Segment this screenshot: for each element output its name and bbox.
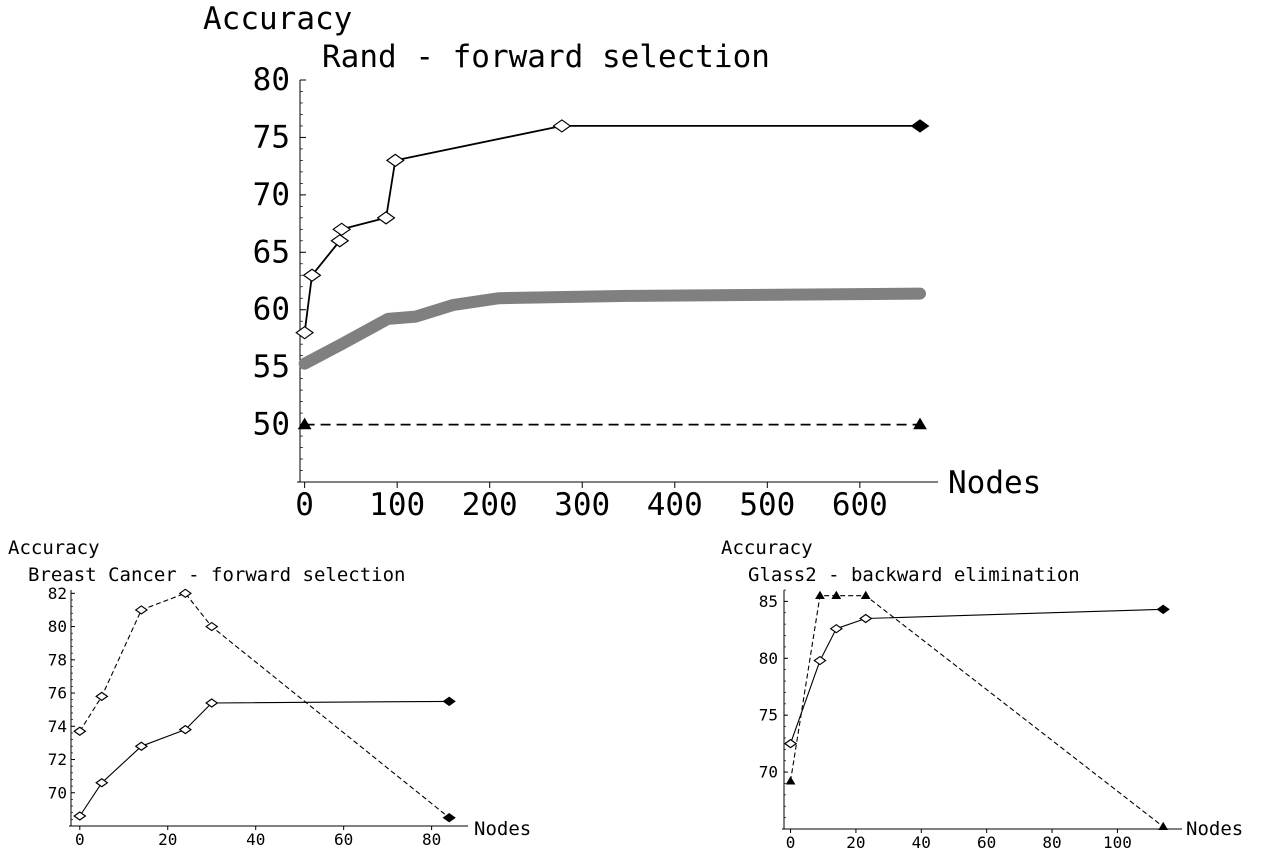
glass-series-0-point (785, 776, 796, 785)
breast-series-0-point (442, 812, 456, 823)
rand-y-tick-label: 70 (253, 177, 290, 213)
rand-x-tick-label: 200 (462, 487, 518, 523)
rand-series-0-point (552, 119, 572, 133)
breast-x-axis-title: Nodes (474, 818, 531, 840)
glass-series-0-point (860, 590, 871, 599)
breast-x-tick-label: 0 (75, 830, 85, 849)
breast-series-1-point (178, 724, 192, 735)
glass-series-0-point (815, 590, 825, 599)
glass-y-tick-label: 75 (759, 706, 778, 725)
rand-series-0-point (910, 119, 930, 133)
rand-ticks: 0 100 200 300 400 500 600 50 55 60 65 70 75 80 (253, 62, 888, 523)
rand-x-axis-title: Nodes (948, 465, 1041, 501)
glass-series-0-point (831, 590, 842, 599)
breast-y-tick-label: 72 (48, 750, 67, 769)
rand-series-2-point (297, 417, 312, 430)
glass-series-1-point (1156, 604, 1170, 615)
rand-y-axis-title: Accuracy (203, 1, 352, 37)
rand-series-0-point (385, 153, 405, 168)
rand-x-tick-label: 300 (554, 487, 610, 523)
glass-x-tick-label: 20 (846, 833, 865, 852)
rand-series-0-point (302, 268, 322, 282)
rand-series-0-point (332, 222, 352, 237)
breast-series-1-line (79, 700, 450, 817)
breast-series-1-point (73, 811, 87, 821)
glass-x-tick-label: 80 (1042, 833, 1061, 852)
glass-plot-area (783, 590, 1170, 831)
rand-y-tick-label: 80 (253, 62, 290, 98)
breast-y-tick-label: 82 (48, 584, 67, 603)
breast-ticks: 0 20 40 60 80 70 72 74 76 78 80 82 (48, 584, 442, 849)
glass-x-tick-label: 100 (1103, 833, 1132, 852)
rand-x-tick-label: 0 (295, 487, 314, 523)
glass-x-tick-label: 40 (912, 833, 931, 852)
breast-series-1-point (95, 778, 109, 788)
breast-series-0-point (134, 605, 148, 615)
glass-x-axis-title: Nodes (1186, 818, 1243, 840)
rand-series-0-point (295, 325, 315, 340)
rand-plot-area (295, 119, 930, 430)
breast-y-tick-label: 74 (48, 717, 67, 736)
rand-x-tick-label: 600 (832, 487, 888, 523)
glass-series-1-point (813, 655, 827, 666)
breast-y-axis-title: Accuracy (8, 537, 100, 559)
glass-series-1-point (829, 623, 843, 634)
rand-y-tick-label: 55 (253, 349, 290, 385)
glass-ticks: 0 20 40 60 80 100 70 75 80 85 (759, 589, 1132, 852)
breast-series-0-point (205, 621, 219, 632)
rand-series-0-point (330, 234, 350, 248)
glass-y-tick-label: 70 (759, 763, 778, 782)
breast-series-1-point (134, 741, 148, 751)
breast-x-tick-label: 60 (334, 830, 353, 849)
rand-chart-title: Rand - forward selection (322, 39, 770, 75)
rand-x-tick-label: 100 (369, 487, 425, 523)
breast-series-1-point (205, 698, 219, 708)
breast-plot-area (73, 588, 456, 823)
rand-y-tick-label: 75 (253, 119, 290, 155)
breast-y-tick-label: 78 (48, 650, 67, 669)
breast-series-0-point (95, 691, 109, 702)
breast-y-tick-label: 76 (48, 684, 67, 703)
glass-series-1-point (783, 738, 798, 749)
glass-y-tick-label: 85 (759, 592, 778, 611)
breast-x-tick-label: 40 (246, 830, 265, 849)
rand-y-tick-label: 50 (253, 407, 290, 443)
breast-y-tick-label: 80 (48, 617, 67, 636)
rand-y-tick-label: 65 (253, 234, 290, 270)
glass-x-tick-label: 60 (977, 833, 996, 852)
rand-chart: Accuracy Rand - forward selection Nodes … (203, 1, 1041, 523)
breast-x-tick-label: 20 (158, 830, 177, 849)
breast-series-0-line (79, 592, 450, 819)
rand-x-tick-label: 500 (739, 487, 795, 523)
breast-chart-title: Breast Cancer - forward selection (28, 564, 406, 586)
glass-y-axis-title: Accuracy (721, 537, 813, 559)
rand-series-0-line (303, 125, 920, 333)
glass-series-1-point (859, 613, 873, 624)
rand-x-tick-label: 400 (647, 487, 703, 523)
rand-y-tick-label: 60 (253, 292, 290, 328)
glass2-chart: Accuracy Glass2 - backward elimination N… (721, 537, 1243, 852)
rand-series-0-point (376, 211, 396, 225)
glass-series-1-line (789, 608, 1164, 744)
glass-series-0-point (1158, 821, 1169, 831)
glass-y-tick-label: 80 (759, 649, 778, 668)
breast-x-tick-label: 80 (422, 830, 441, 849)
glass-x-tick-label: 0 (786, 833, 796, 852)
breast-cancer-chart: Accuracy Breast Cancer - forward selecti… (8, 537, 531, 849)
breast-series-0-point (178, 588, 192, 599)
rand-series-2-point (913, 417, 927, 430)
breast-y-tick-label: 70 (48, 783, 67, 802)
rand-series-1-line (298, 287, 926, 370)
breast-series-1-point (442, 696, 456, 707)
glass-series-0-line (789, 595, 1164, 828)
breast-series-0-point (73, 726, 87, 737)
glass-chart-title: Glass2 - backward elimination (748, 564, 1080, 586)
